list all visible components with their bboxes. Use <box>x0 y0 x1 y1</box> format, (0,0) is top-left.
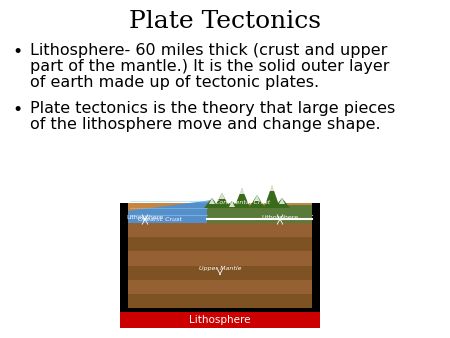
Text: Lithosphere: Lithosphere <box>189 315 251 325</box>
Polygon shape <box>128 223 312 308</box>
Text: of the lithosphere move and change shape.: of the lithosphere move and change shape… <box>30 117 381 132</box>
Text: Plate tectonics is the theory that large pieces: Plate tectonics is the theory that large… <box>30 101 395 116</box>
Polygon shape <box>209 198 215 204</box>
Polygon shape <box>128 200 212 223</box>
Text: •: • <box>12 101 22 119</box>
Polygon shape <box>214 193 230 208</box>
Polygon shape <box>239 188 245 194</box>
Text: •: • <box>12 43 22 61</box>
Polygon shape <box>128 223 312 237</box>
Polygon shape <box>128 237 312 251</box>
Text: Lithosphere: Lithosphere <box>261 215 298 220</box>
Polygon shape <box>254 195 260 201</box>
Polygon shape <box>279 198 285 204</box>
Bar <box>120 203 320 328</box>
Text: Plate Tectonics: Plate Tectonics <box>129 10 321 33</box>
Polygon shape <box>219 193 225 199</box>
Text: part of the mantle.) It is the solid outer layer: part of the mantle.) It is the solid out… <box>30 59 390 74</box>
Polygon shape <box>264 185 280 208</box>
Polygon shape <box>128 203 312 223</box>
Text: Upper Mantle: Upper Mantle <box>199 266 241 271</box>
Polygon shape <box>128 294 312 308</box>
Polygon shape <box>128 266 312 280</box>
Polygon shape <box>269 185 275 191</box>
Polygon shape <box>274 198 290 208</box>
Text: Lithosphere- 60 miles thick (crust and upper: Lithosphere- 60 miles thick (crust and u… <box>30 43 387 58</box>
Polygon shape <box>204 198 220 208</box>
Text: of earth made up of tectonic plates.: of earth made up of tectonic plates. <box>30 75 319 90</box>
Polygon shape <box>234 188 250 208</box>
Polygon shape <box>128 280 312 294</box>
Polygon shape <box>229 201 235 207</box>
Text: Lithosphere: Lithosphere <box>126 215 163 220</box>
Polygon shape <box>128 251 312 266</box>
Text: Continental Crust: Continental Crust <box>215 200 270 205</box>
Polygon shape <box>249 195 265 208</box>
Polygon shape <box>207 205 312 223</box>
Bar <box>120 312 320 328</box>
Text: Oceanic Crust: Oceanic Crust <box>138 217 182 222</box>
Polygon shape <box>224 201 240 208</box>
